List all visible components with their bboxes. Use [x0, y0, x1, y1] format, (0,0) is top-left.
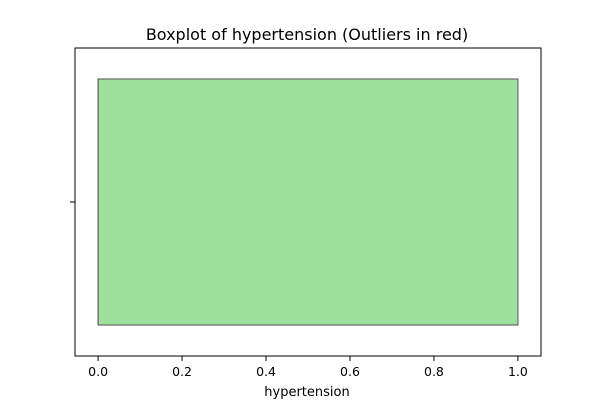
chart-title: Boxplot of hypertension (Outliers in red…: [146, 25, 468, 44]
x-axis: 0.0 0.2 0.4 0.6 0.8 1.0: [88, 356, 528, 379]
x-tick-label: 1.0: [508, 364, 528, 379]
x-tick-label: 0.6: [340, 364, 360, 379]
x-tick-label: 0.8: [424, 364, 444, 379]
x-tick-label: 0.2: [172, 364, 192, 379]
box-iqr: [97, 78, 519, 326]
x-tick-label: 0.0: [88, 364, 108, 379]
x-tick-label: 0.4: [256, 364, 276, 379]
box-layer: [97, 78, 519, 326]
x-axis-label: hypertension: [264, 385, 349, 400]
